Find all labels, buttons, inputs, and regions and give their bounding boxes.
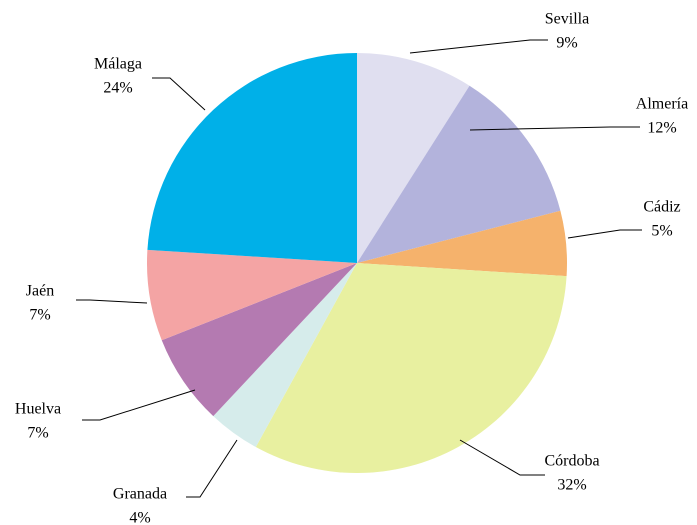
- slice-label: Cádiz: [643, 199, 680, 216]
- slice-value-label: 32%: [557, 477, 586, 494]
- pie-slice: [357, 53, 470, 263]
- leader-line: [186, 439, 238, 498]
- slice-value-label: 9%: [556, 35, 577, 52]
- pie-slice: [357, 210, 567, 277]
- leader-line: [469, 126, 640, 131]
- slice-label: Huelva: [15, 401, 61, 418]
- leader-line: [459, 439, 545, 476]
- slice-label: Córdoba: [544, 453, 599, 470]
- slice-value-label: 7%: [29, 307, 50, 324]
- pie-slice: [357, 85, 561, 264]
- leader-line: [567, 229, 642, 239]
- leader-line: [82, 389, 196, 421]
- slice-value-label: 4%: [129, 510, 150, 525]
- slice-label: Málaga: [94, 56, 142, 73]
- leader-line: [409, 39, 548, 54]
- slice-label: Almería: [636, 96, 688, 113]
- pie-slice: [255, 263, 567, 474]
- pie-slice: [213, 263, 357, 448]
- pie-slice: [147, 53, 357, 263]
- slice-value-label: 5%: [651, 223, 672, 240]
- pie-slice: [161, 263, 357, 417]
- slice-value-label: 12%: [647, 120, 676, 137]
- pie-slice: [147, 249, 357, 341]
- slice-value-label: 7%: [27, 425, 48, 442]
- slice-label: Jaén: [26, 283, 54, 300]
- slice-value-label: 24%: [103, 80, 132, 97]
- leader-line: [152, 77, 206, 111]
- slice-label: Sevilla: [545, 11, 589, 28]
- slice-label: Granada: [113, 486, 167, 503]
- leader-line: [76, 299, 148, 304]
